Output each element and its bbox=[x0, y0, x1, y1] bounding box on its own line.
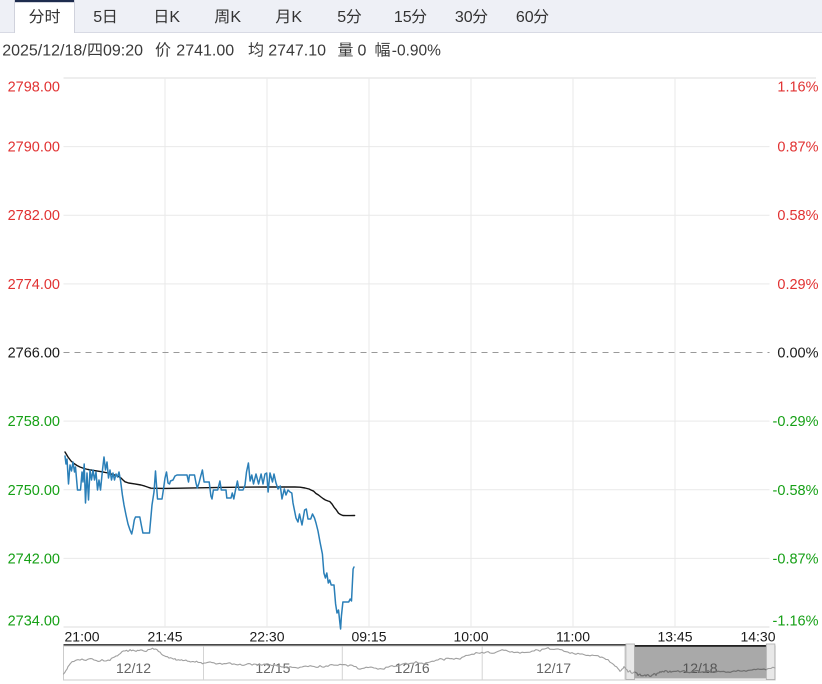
svg-text:-1.16%: -1.16% bbox=[773, 614, 819, 630]
svg-text:14:30: 14:30 bbox=[740, 629, 775, 645]
svg-text:-0.87%: -0.87% bbox=[773, 551, 819, 567]
svg-text:2734.00: 2734.00 bbox=[8, 614, 60, 630]
svg-text:2790.00: 2790.00 bbox=[8, 140, 60, 156]
svg-text:1.16%: 1.16% bbox=[777, 80, 818, 96]
svg-text:5: 5 bbox=[337, 9, 346, 26]
svg-text:12/16: 12/16 bbox=[395, 660, 430, 676]
svg-text:2774.00: 2774.00 bbox=[8, 277, 60, 293]
svg-text:12/18: 12/18 bbox=[682, 660, 717, 676]
svg-text:2798.00: 2798.00 bbox=[8, 80, 60, 96]
svg-text:21:00: 21:00 bbox=[65, 629, 100, 645]
svg-text:15: 15 bbox=[394, 9, 412, 26]
svg-text:22:30: 22:30 bbox=[249, 629, 284, 645]
svg-text:2747.10: 2747.10 bbox=[268, 43, 326, 60]
svg-text:12/12: 12/12 bbox=[116, 660, 151, 676]
svg-text:-0.90%: -0.90% bbox=[392, 43, 441, 60]
svg-text:0.87%: 0.87% bbox=[777, 140, 818, 156]
svg-text:12/15: 12/15 bbox=[255, 660, 290, 676]
svg-text:2766.00: 2766.00 bbox=[8, 346, 60, 362]
svg-text:0.58%: 0.58% bbox=[777, 208, 818, 224]
svg-text:2025/12/18/: 2025/12/18/ bbox=[2, 43, 87, 60]
svg-text:60: 60 bbox=[516, 9, 534, 26]
svg-text:12/17: 12/17 bbox=[536, 660, 571, 676]
svg-text:0: 0 bbox=[358, 43, 367, 60]
svg-text:11:00: 11:00 bbox=[556, 629, 590, 645]
svg-text:13:45: 13:45 bbox=[657, 629, 692, 645]
svg-text:0.29%: 0.29% bbox=[777, 277, 818, 293]
svg-text:30: 30 bbox=[455, 9, 473, 26]
svg-text:K: K bbox=[291, 9, 302, 26]
svg-text:2741.00: 2741.00 bbox=[176, 43, 234, 60]
svg-text:09:15: 09:15 bbox=[351, 629, 386, 645]
svg-text:2742.00: 2742.00 bbox=[8, 551, 60, 567]
svg-text:K: K bbox=[230, 9, 241, 26]
svg-text:10:00: 10:00 bbox=[453, 629, 488, 645]
svg-text:2758.00: 2758.00 bbox=[8, 414, 60, 430]
svg-text:5: 5 bbox=[93, 9, 102, 26]
svg-text:09:20: 09:20 bbox=[103, 43, 143, 60]
svg-text:-0.29%: -0.29% bbox=[773, 414, 819, 430]
svg-text:-0.58%: -0.58% bbox=[773, 483, 819, 499]
svg-text:2750.00: 2750.00 bbox=[8, 483, 60, 499]
svg-text:0.00%: 0.00% bbox=[777, 346, 818, 362]
svg-text:K: K bbox=[169, 9, 180, 26]
svg-text:2782.00: 2782.00 bbox=[8, 208, 60, 224]
svg-text:21:45: 21:45 bbox=[147, 629, 182, 645]
